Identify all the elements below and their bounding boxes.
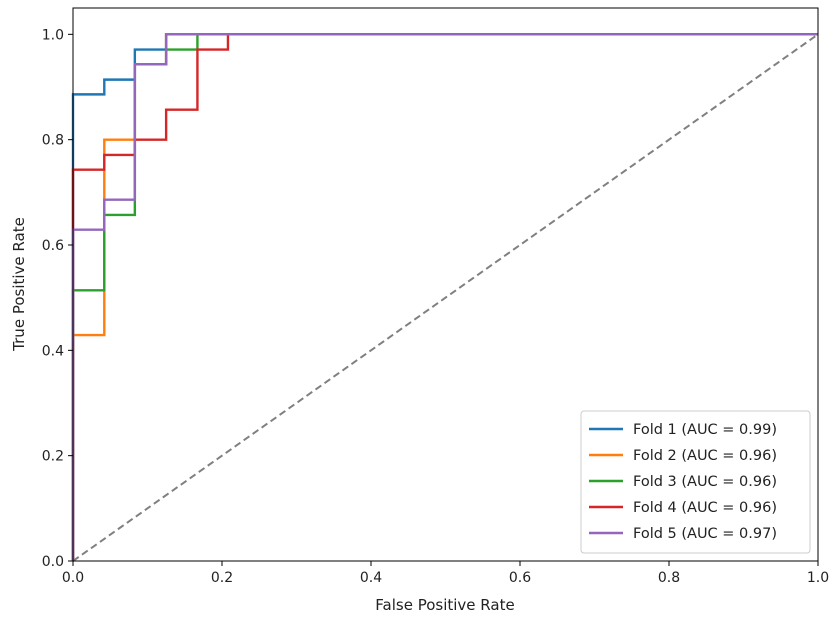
y-tick-label: 0.4 [42,343,64,359]
legend-label-fold-4: Fold 4 (AUC = 0.96) [633,500,777,516]
x-tick-label: 0.8 [658,570,680,586]
y-tick-label: 0.8 [42,133,64,149]
legend-label-fold-3: Fold 3 (AUC = 0.96) [633,474,777,490]
x-tick-label: 1.0 [807,570,829,586]
x-tick-label: 0.0 [62,570,84,586]
legend-label-fold-2: Fold 2 (AUC = 0.96) [633,448,777,464]
x-tick-label: 0.6 [509,570,531,586]
plot-area-frame [72,7,819,562]
chance-diagonal-line [72,33,819,562]
y-tick-label: 0.2 [42,449,64,465]
legend: Fold 1 (AUC = 0.99) Fold 2 (AUC = 0.96) Fo… [580,410,811,554]
x-axis-label: False Positive Rate [375,596,514,614]
x-tick-label: 0.2 [211,570,233,586]
legend-label-fold-5: Fold 5 (AUC = 0.97) [633,526,777,542]
roc-line-fold-4 [71,33,818,561]
y-tick-label: 0.0 [42,554,64,570]
legend-box [580,410,811,554]
legend-label-fold-1: Fold 1 (AUC = 0.99) [633,422,777,438]
y-tick-label: 0.6 [42,238,64,254]
x-tick-label: 0.4 [360,570,382,586]
y-axis-label: True Positive Rate [10,217,28,352]
y-tick-label: 1.0 [42,27,64,43]
